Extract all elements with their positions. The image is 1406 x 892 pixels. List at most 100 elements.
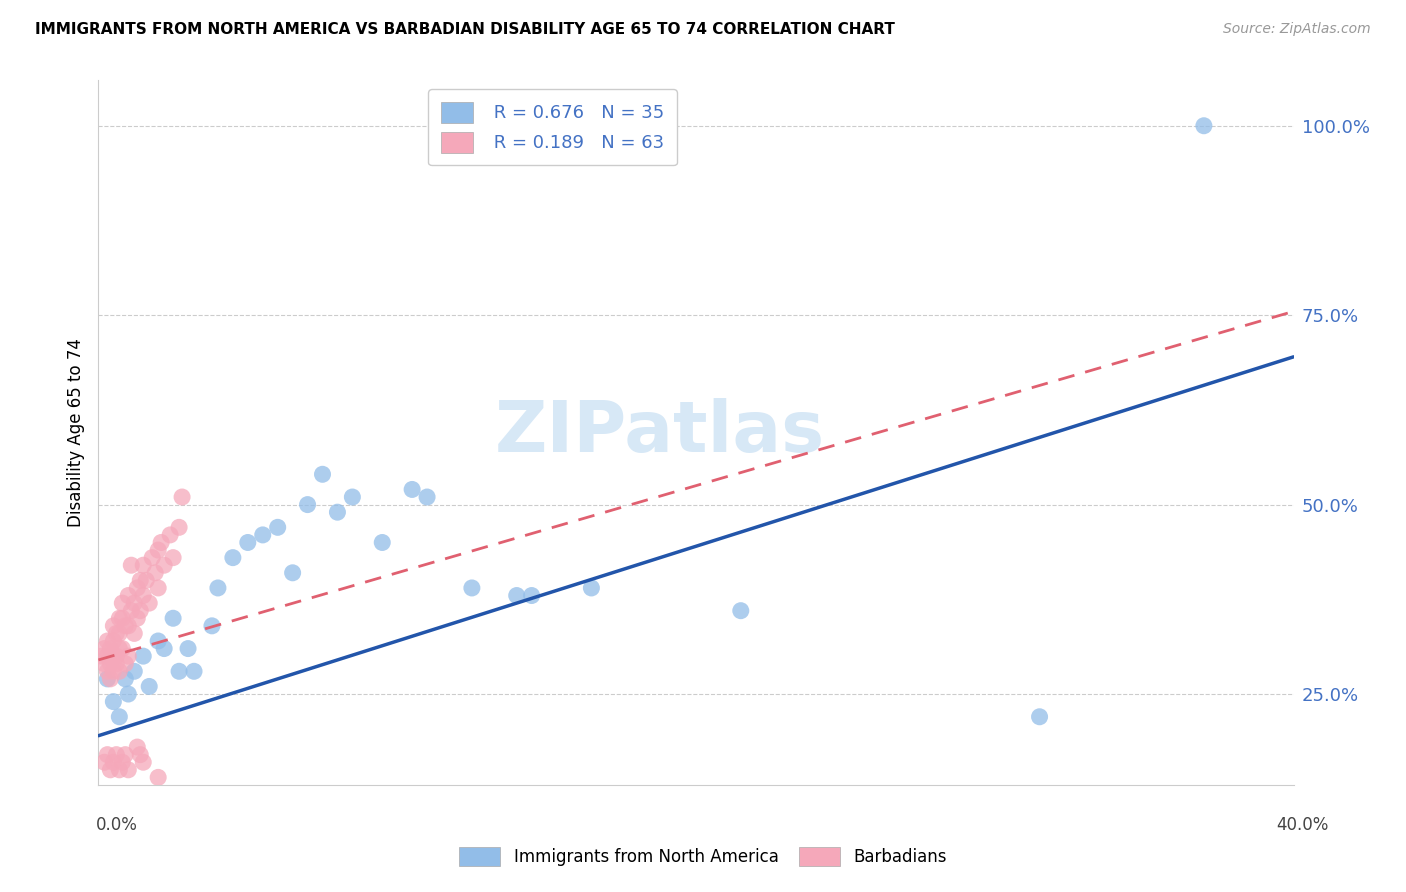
Point: [129, 574, 152, 588]
Point: [183, 665, 205, 679]
Text: Source: ZipAtlas.com: Source: ZipAtlas.com: [1223, 22, 1371, 37]
Point: [143, 566, 166, 580]
Point: [114, 672, 136, 686]
Point: [153, 641, 176, 656]
Point: [90, 649, 112, 664]
Point: [127, 581, 149, 595]
Legend:  R = 0.676   N = 35,  R = 0.189   N = 63: R = 0.676 N = 35, R = 0.189 N = 63: [429, 89, 676, 165]
Point: [108, 665, 131, 679]
Point: [138, 596, 160, 610]
Point: [111, 611, 134, 625]
Point: [105, 626, 128, 640]
Point: [1192, 119, 1215, 133]
Point: [108, 710, 131, 724]
Legend: Immigrants from North America, Barbadians: Immigrants from North America, Barbadian…: [453, 840, 953, 873]
Point: [138, 680, 160, 694]
Point: [342, 490, 364, 504]
Point: [172, 490, 194, 504]
Point: [167, 665, 190, 679]
Point: [127, 740, 149, 755]
Point: [150, 535, 173, 549]
Point: [93, 641, 115, 656]
Point: [114, 619, 136, 633]
Point: [93, 756, 115, 770]
Point: [1028, 710, 1050, 724]
Point: [120, 604, 142, 618]
Point: [108, 763, 131, 777]
Point: [311, 467, 333, 482]
Point: [124, 626, 146, 640]
Point: [124, 665, 146, 679]
Point: [162, 611, 184, 625]
Point: [730, 604, 752, 618]
Point: [98, 672, 122, 686]
Point: [132, 649, 155, 664]
Point: [117, 619, 139, 633]
Point: [135, 574, 157, 588]
Point: [153, 558, 176, 573]
Point: [132, 589, 155, 603]
Point: [98, 763, 122, 777]
Point: [108, 641, 131, 656]
Point: [124, 596, 146, 610]
Point: [98, 657, 122, 671]
Text: IMMIGRANTS FROM NORTH AMERICA VS BARBADIAN DISABILITY AGE 65 TO 74 CORRELATION C: IMMIGRANTS FROM NORTH AMERICA VS BARBADI…: [35, 22, 896, 37]
Point: [111, 596, 134, 610]
Text: 0.0%: 0.0%: [96, 816, 138, 834]
Point: [93, 657, 115, 671]
Point: [132, 756, 155, 770]
Point: [103, 649, 125, 664]
Point: [117, 649, 139, 664]
Point: [401, 483, 423, 497]
Point: [141, 550, 163, 565]
Point: [105, 747, 128, 762]
Point: [117, 763, 139, 777]
Point: [114, 657, 136, 671]
Point: [103, 619, 125, 633]
Point: [416, 490, 439, 504]
Point: [297, 498, 319, 512]
Point: [105, 649, 128, 664]
Point: [371, 535, 394, 549]
Point: [98, 641, 122, 656]
Y-axis label: Disability Age 65 to 74: Disability Age 65 to 74: [66, 338, 84, 527]
Point: [132, 558, 155, 573]
Point: [129, 747, 152, 762]
Point: [96, 672, 118, 686]
Point: [103, 665, 125, 679]
Point: [148, 771, 170, 785]
Point: [520, 589, 543, 603]
Point: [148, 543, 170, 558]
Point: [96, 665, 118, 679]
Point: [114, 747, 136, 762]
Point: [461, 581, 484, 595]
Point: [326, 505, 349, 519]
Point: [267, 520, 290, 534]
Point: [148, 581, 170, 595]
Point: [162, 550, 184, 565]
Point: [177, 641, 200, 656]
Point: [96, 747, 118, 762]
Point: [117, 589, 139, 603]
Point: [108, 611, 131, 625]
Point: [96, 649, 118, 664]
Point: [148, 634, 170, 648]
Point: [105, 657, 128, 671]
Text: 40.0%: 40.0%: [1277, 816, 1329, 834]
Point: [111, 641, 134, 656]
Point: [108, 626, 131, 640]
Point: [159, 528, 181, 542]
Point: [129, 604, 152, 618]
Point: [103, 756, 125, 770]
Point: [252, 528, 274, 542]
Point: [581, 581, 603, 595]
Point: [201, 619, 224, 633]
Point: [103, 695, 125, 709]
Point: [207, 581, 229, 595]
Point: [127, 611, 149, 625]
Point: [167, 520, 190, 534]
Point: [222, 550, 245, 565]
Point: [236, 535, 259, 549]
Point: [120, 558, 142, 573]
Point: [103, 634, 125, 648]
